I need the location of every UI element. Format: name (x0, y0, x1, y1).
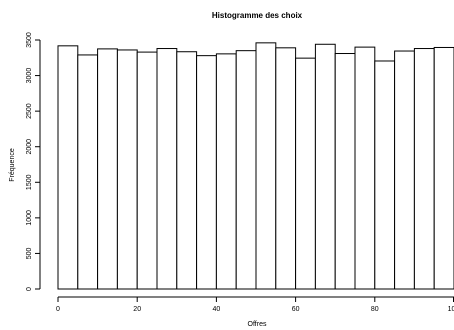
bar (77, 54, 99, 290)
y-tick-label: 2500 (26, 103, 33, 119)
bar (255, 42, 277, 290)
y-axis-label: Fréquence (9, 148, 16, 182)
chart-title: Histogramme des choix (212, 11, 303, 20)
y-tick-label: 1000 (26, 210, 33, 226)
x-axis-label: Offres (248, 321, 267, 328)
x-tick-label: 20 (133, 306, 141, 313)
y-tick-label: 500 (26, 247, 33, 259)
bar (235, 50, 257, 290)
bar (413, 48, 435, 290)
bar (295, 57, 316, 290)
x-tick-label: 100 (448, 306, 454, 313)
bar (275, 47, 297, 290)
y-tick-label: 1500 (26, 174, 33, 190)
y-tick-label: 2000 (26, 139, 33, 155)
x-tick-label: 0 (56, 306, 60, 313)
bar (374, 60, 396, 290)
bar (57, 45, 79, 290)
bar (156, 48, 178, 290)
bar (176, 51, 198, 290)
y-tick-label: 0 (26, 287, 33, 291)
bar (215, 53, 237, 290)
bar (334, 53, 356, 290)
x-tick-label: 80 (371, 306, 379, 313)
bar (116, 49, 138, 290)
x-tick-label: 60 (292, 306, 300, 313)
bar (97, 48, 118, 290)
x-tick-label: 40 (213, 306, 221, 313)
bar (136, 51, 158, 290)
y-tick-label: 3500 (26, 32, 33, 48)
bar (354, 46, 376, 290)
y-tick-label: 3000 (26, 68, 33, 84)
bar (433, 46, 454, 290)
bar (314, 43, 336, 290)
bar (196, 55, 217, 290)
bar (394, 50, 415, 290)
